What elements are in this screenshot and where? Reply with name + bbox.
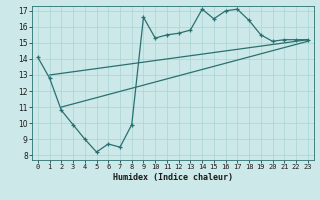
X-axis label: Humidex (Indice chaleur): Humidex (Indice chaleur)	[113, 173, 233, 182]
